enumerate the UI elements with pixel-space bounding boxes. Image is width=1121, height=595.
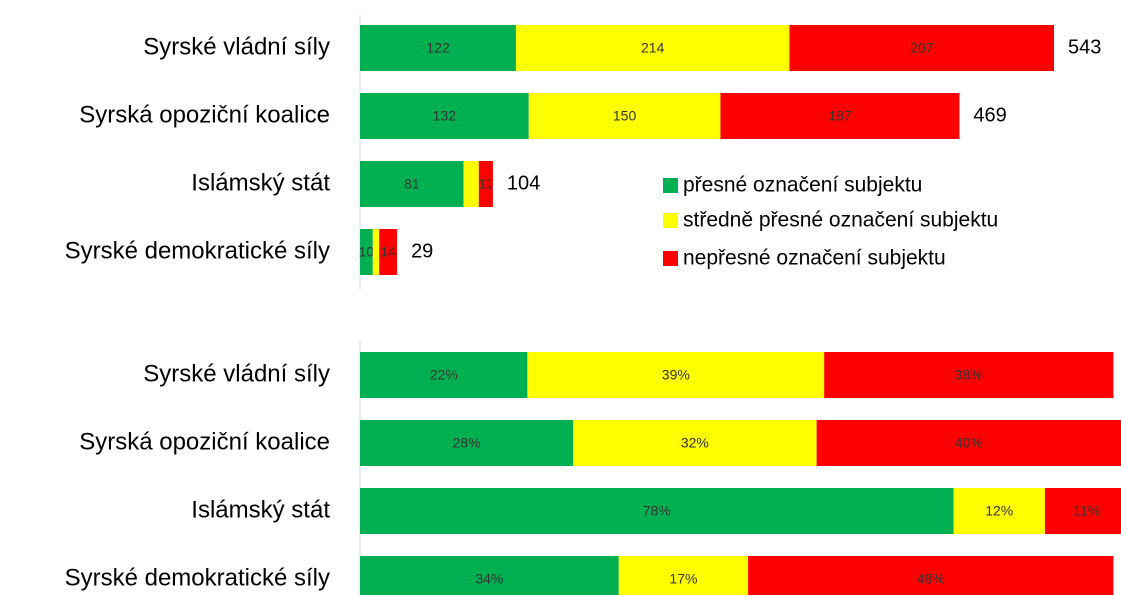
data-label: 187 <box>828 108 852 124</box>
bar-segment <box>379 229 398 275</box>
data-label: 14 <box>380 244 396 260</box>
category-label: Syrské demokratické síly <box>65 237 330 264</box>
bar-segment <box>789 25 1054 71</box>
data-label: 38% <box>955 367 983 383</box>
data-label: 122 <box>426 40 450 56</box>
total-label: 104 <box>507 172 540 194</box>
bar-segment <box>816 420 1121 466</box>
total-label: 469 <box>973 104 1006 126</box>
bar-segment <box>360 488 954 534</box>
bar-segment <box>360 556 619 595</box>
bar-segment <box>515 25 790 71</box>
legend-label: středně přesné označení subjektu <box>683 209 998 232</box>
bar-segment <box>528 93 721 139</box>
bar-segment <box>360 25 516 71</box>
data-label: 39% <box>662 367 690 383</box>
category-label: Syrské vládní síly <box>143 33 330 60</box>
category-label: Islámský stát <box>191 169 330 196</box>
data-label: 22% <box>430 367 458 383</box>
bar-segment <box>953 488 1045 534</box>
data-label: 34% <box>475 571 503 587</box>
bar-segment <box>573 420 817 466</box>
bar-segment <box>463 161 479 207</box>
legend-swatch <box>663 251 678 266</box>
data-label: 214 <box>641 40 665 56</box>
bar-segment <box>360 161 464 207</box>
total-label: 29 <box>411 240 433 262</box>
category-label: Syrská opoziční koalice <box>79 101 330 128</box>
bar-segment <box>372 229 380 275</box>
data-label: 207 <box>910 40 934 56</box>
data-label: 150 <box>613 108 637 124</box>
legend-label: nepřesné označení subjektu <box>683 247 946 270</box>
bar-segment <box>720 93 960 139</box>
data-label: 17% <box>669 571 697 587</box>
data-label: 10 <box>359 244 375 260</box>
bar-segment <box>824 352 1114 398</box>
category-label: Syrská opoziční koalice <box>79 428 330 455</box>
bar-segment <box>618 556 749 595</box>
category-label: Syrské vládní síly <box>143 360 330 387</box>
data-label: 11% <box>1073 503 1100 519</box>
data-label: 28% <box>453 435 481 451</box>
data-label: 81 <box>404 176 420 192</box>
bar-segment <box>527 352 825 398</box>
category-label: Islámský stát <box>191 496 330 523</box>
data-label: 132 <box>433 108 457 124</box>
category-label: Syrské demokratické síly <box>65 564 330 591</box>
bar-segment <box>360 229 373 275</box>
bar-segment <box>360 420 574 466</box>
data-label: 32% <box>681 435 709 451</box>
bar-segment <box>748 556 1114 595</box>
legend-label: přesné označení subjektu <box>683 174 922 197</box>
data-label: 78% <box>643 503 671 519</box>
bar-segment <box>360 93 529 139</box>
legend-swatch <box>663 213 678 228</box>
legend-swatch <box>663 178 678 193</box>
bar-segment <box>478 161 493 207</box>
total-label: 543 <box>1068 36 1101 58</box>
bar-segment <box>1044 488 1121 534</box>
bar-segment <box>360 352 528 398</box>
data-label: 11 <box>479 176 494 192</box>
data-label: 12% <box>985 503 1013 519</box>
data-label: 40% <box>955 435 983 451</box>
data-label: 48% <box>917 571 945 587</box>
